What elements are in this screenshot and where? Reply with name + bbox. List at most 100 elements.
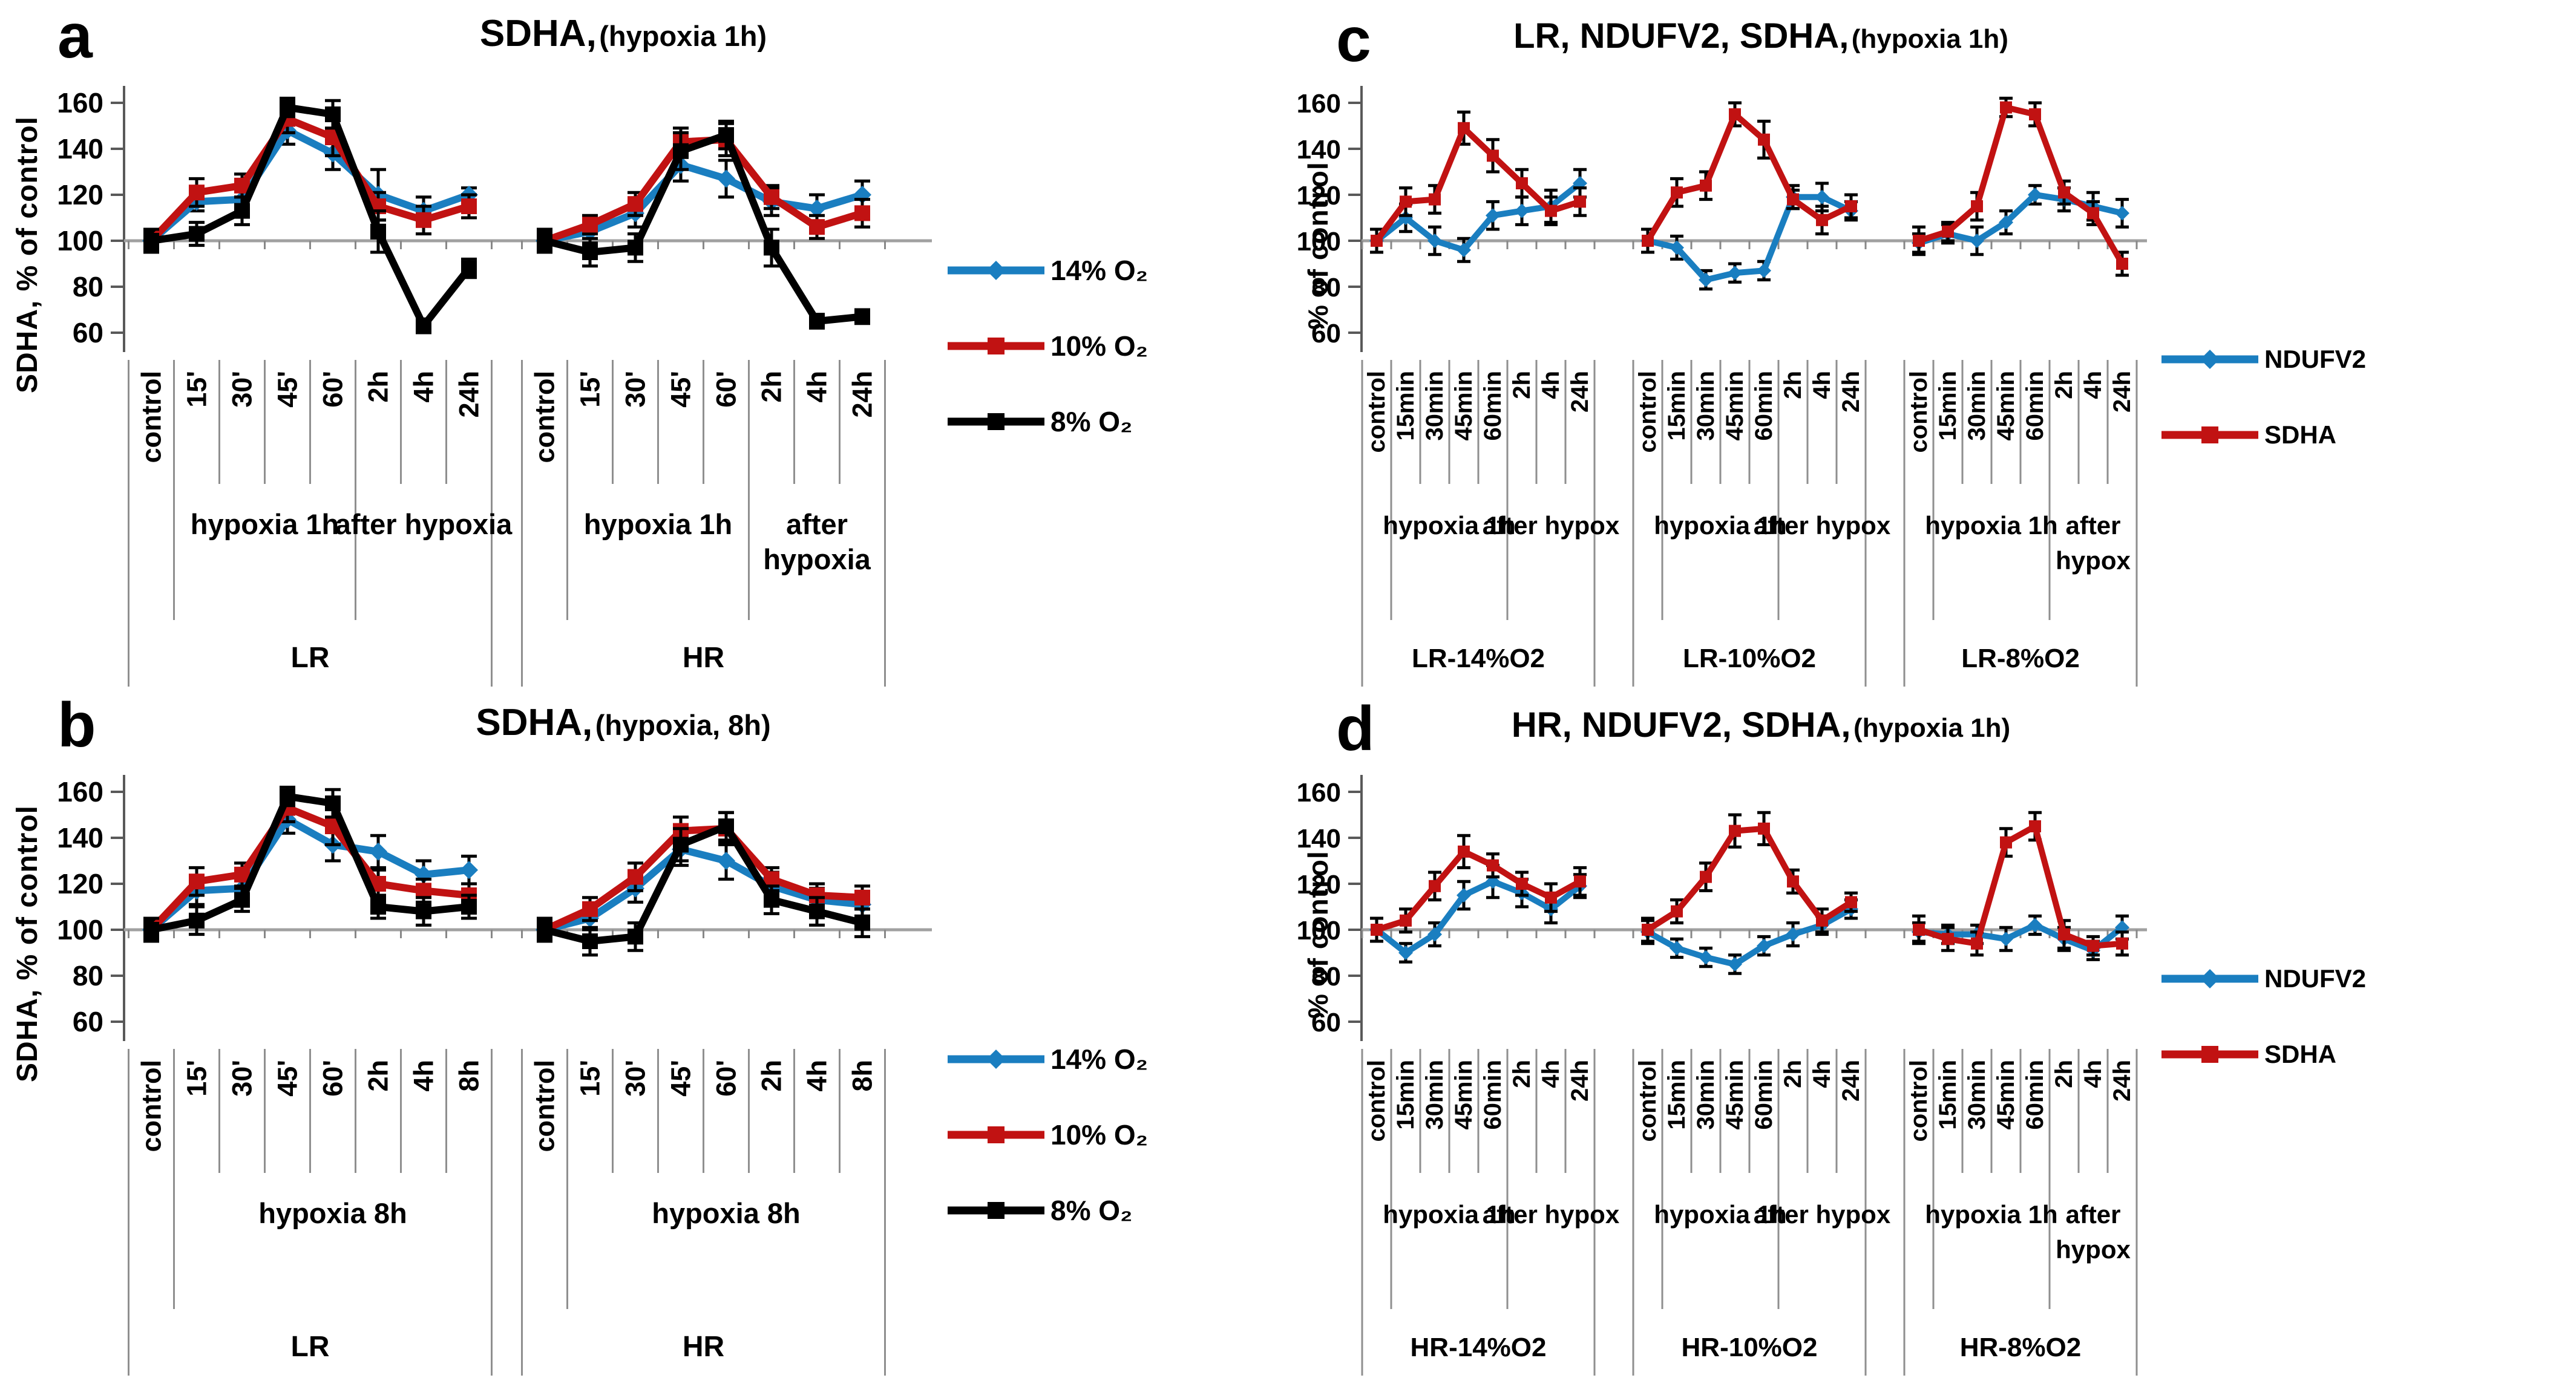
panel-b-chart: 160 140 120 100 80 60 control 15' 30' 45' 60' 2h 4h 8… [57, 775, 932, 1376]
series-10% O₂ [537, 811, 870, 941]
series-NDUFV2 [1369, 864, 1587, 964]
panel-c-title-sub: (hypoxia 1h) [1851, 24, 2008, 54]
series-8% O₂ [143, 785, 477, 943]
y-tick-label: 160 [57, 776, 103, 808]
panel-a-legend-item: 10% O₂ [945, 330, 1148, 362]
cluster-label: LR [291, 642, 330, 674]
x-category-label: 2h [2051, 1060, 2077, 1088]
panel-b-title-main: SDHA, [476, 702, 593, 743]
x-category-label: 60' [711, 1060, 742, 1097]
y-tick-label: 60 [1311, 1008, 1341, 1037]
x-category-label: 45min [1993, 371, 2019, 441]
group-label: after hypox [1483, 1200, 1620, 1229]
group-label: after hypox [1754, 511, 1891, 540]
legend-label: 14% O₂ [1050, 255, 1149, 286]
series-SDHA [1912, 96, 2129, 277]
y-tick-label: 140 [1297, 135, 1341, 165]
y-tick-label: 140 [1297, 824, 1341, 854]
group-label: after hypoxia [335, 508, 513, 540]
cluster-label: HR-14%O2 [1411, 1333, 1547, 1362]
legend-swatch [948, 1202, 1044, 1219]
x-category-label: 30' [620, 1060, 651, 1097]
series-SDHA [1912, 811, 2129, 957]
y-tick-label: 60 [73, 317, 103, 348]
legend-label: NDUFV2 [2264, 345, 2367, 373]
x-category-label: 30' [227, 1060, 258, 1097]
x-category-label: 4h [408, 1060, 439, 1092]
panel-c-title-main: LR, NDUFV2, SDHA, [1513, 16, 1849, 56]
x-category-label: 45min [1993, 1060, 2019, 1130]
panel-a-chart: 160 140 120 100 80 60 control 15' 30' 45' 60' 2h 4h 2… [57, 86, 932, 687]
x-category-label: 4h [2080, 1060, 2106, 1088]
y-tick-label: 80 [73, 271, 103, 302]
x-category-label: control [1906, 1060, 1932, 1142]
group-label: hypoxia 1h [1925, 511, 2057, 540]
x-category-label: control [1906, 371, 1932, 453]
x-category-label: 2h [2051, 371, 2077, 399]
x-category-label: 2h [1780, 371, 1806, 399]
x-category-label: control [1634, 371, 1661, 453]
y-tick-label: 100 [1297, 227, 1341, 256]
panel-b-title: SDHA, (hypoxia, 8h) [157, 701, 1089, 744]
x-category-label: 60min [2022, 1060, 2048, 1130]
x-category-label: 24h [1567, 371, 1593, 413]
panel-c-legend-item: NDUFV2 [2159, 345, 2366, 374]
group-label: hypox [2056, 1235, 2131, 1264]
y-tick-label: 80 [1311, 962, 1341, 991]
x-category-label: 24h [2109, 1060, 2135, 1102]
cluster-HR: control 15' 30' 45' 60' 2h 4h 24h hypoxia 1h afte… [521, 119, 886, 687]
legend-swatch [948, 261, 1044, 280]
x-category-label: 60' [318, 1060, 349, 1097]
x-category-label: 15min [1935, 371, 1961, 441]
cluster-label: LR-8%O2 [1961, 644, 2080, 673]
cluster-LR: control 15' 30' 45' 60' 2h 4h 8h hypoxia 8h LR [128, 785, 493, 1376]
legend-swatch [2161, 1046, 2258, 1063]
series-SDHA [1641, 811, 1858, 943]
x-category-label: 30min [1421, 371, 1448, 441]
series-SDHA [1370, 834, 1587, 943]
panel-b-title-sub: (hypoxia, 8h) [595, 709, 771, 741]
x-category-label: 15min [1392, 371, 1419, 441]
x-category-label: 60min [1751, 1060, 1777, 1130]
x-category-label: control [136, 371, 167, 463]
group-label: hypoxia 8h [258, 1197, 407, 1229]
legend-swatch [948, 413, 1044, 430]
panel-d-letter: d [1336, 694, 1375, 764]
panel-d-legend-item: NDUFV2 [2159, 964, 2366, 993]
panel-d-title-sub: (hypoxia 1h) [1853, 713, 2011, 743]
cluster-label: LR [291, 1331, 330, 1363]
x-category-label: 60min [1480, 371, 1506, 441]
x-category-label: 4h [802, 1060, 833, 1092]
y-tick-label: 60 [1311, 319, 1341, 348]
x-category-label: control [1634, 1060, 1661, 1142]
x-category-label: 8h [847, 1060, 878, 1092]
x-category-label: 30min [1693, 371, 1719, 441]
x-category-label: 2h [363, 1060, 394, 1092]
panel-c-title: LR, NDUFV2, SDHA, (hypoxia 1h) [1362, 16, 2160, 56]
x-category-label: 4h [2080, 371, 2106, 399]
x-category-label: 4h [1809, 371, 1835, 399]
panel-d-title: HR, NDUFV2, SDHA, (hypoxia 1h) [1362, 705, 2160, 745]
x-category-label: 2h [363, 371, 394, 403]
legend-swatch [2161, 426, 2258, 443]
y-tick-label: 100 [57, 914, 103, 945]
panel-d-y-axis-title: % of control [1302, 851, 1334, 1019]
y-tick-label: 120 [57, 868, 103, 900]
legend-label: SDHA [2264, 1040, 2337, 1068]
x-category-label: 15min [1392, 1060, 1419, 1130]
cluster-LR-14%O2: control 15min 30min 45min 60min 2h 4h 24h hypoxi… [1361, 110, 1620, 687]
panel-a-y-axis-title: SDHA, % of control [11, 116, 44, 393]
x-category-label: 24h [1567, 1060, 1593, 1102]
y-tick-label: 140 [57, 822, 103, 854]
group-label: hypoxia 8h [652, 1197, 801, 1229]
panel-c-y-axis-title: % of control [1302, 162, 1334, 330]
panel-b: 160 140 120 100 80 60 control 15' 30' 45' 60' 2h 4h 8… [0, 689, 1271, 1378]
group-label: after [786, 508, 848, 540]
group-label: hypoxia 1h [1383, 511, 1515, 540]
group-label: hypoxia [763, 543, 871, 575]
legend-swatch [948, 1126, 1044, 1143]
x-category-label: 45min [1450, 1060, 1477, 1130]
panel-c-letter: c [1336, 5, 1371, 75]
x-category-label: 45min [1722, 1060, 1748, 1130]
